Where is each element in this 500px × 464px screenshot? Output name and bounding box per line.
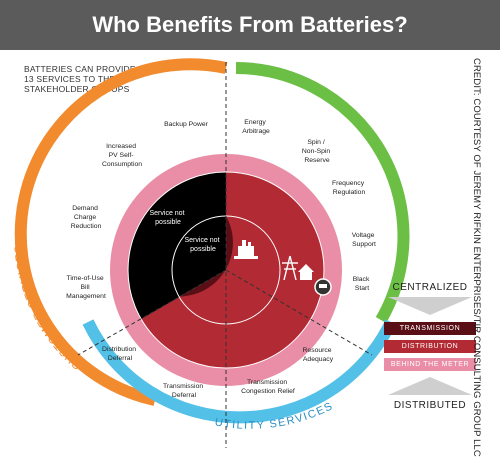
transmission-deferral-label: Transmission Deferral	[163, 383, 205, 399]
customer-services-arc	[14, 58, 228, 406]
transmission-core	[179, 216, 233, 297]
iso-rto-services-arc	[235, 62, 410, 323]
not-possible-label-inner: Service not possible	[185, 237, 222, 253]
inner-not-possible-area	[172, 216, 226, 297]
transmission-congestion-relief-label: Transmission Congestion Relief	[241, 379, 295, 395]
utility-services-arc	[82, 319, 397, 424]
legend-transmission: TRANSMISSION	[384, 322, 476, 335]
demand-charge-reduction-label: Demand Charge Reduction	[71, 205, 102, 230]
meter-icon	[314, 278, 332, 296]
distribution-sector	[141, 171, 325, 368]
title-bar: Who Benefits From Batteries?	[0, 0, 500, 50]
voltage-support-label: Voltage Support	[352, 232, 377, 248]
resource-adequacy-label: Resource Adequacy	[303, 347, 334, 363]
legend-distributed-label: DISTRIBUTED	[393, 400, 467, 411]
battery-plant-icon	[234, 240, 258, 259]
frequency-regulation-label: Frequency Regulation	[332, 180, 366, 196]
legend-up-arrow-bottom	[388, 377, 472, 395]
transmission-tower-icon	[282, 255, 298, 281]
spin-reserve-label: Spin / Non-Spin Reserve	[302, 139, 332, 164]
backup-power-label: Backup Power	[164, 121, 209, 128]
image-credit: CREDIT: COURTESY OF JEREMY RIFKIN ENTERP…	[471, 58, 482, 457]
legend-centralized-label: CENTRALIZED	[392, 282, 468, 293]
legend-behind-the-meter: BEHIND THE METER	[384, 358, 476, 371]
house-icon	[298, 264, 314, 280]
legend: CENTRALIZED TRANSMISSION DISTRIBUTION BE…	[382, 282, 478, 412]
energy-arbitrage-label: Energy Arbitrage	[242, 119, 270, 135]
intro-text: BATTERIES CAN PROVIDE UP TO 13 SERVICES …	[24, 64, 165, 94]
pv-self-consumption-label: Increased PV Self- Consumption	[102, 143, 142, 168]
legend-down-arrow-top	[388, 297, 472, 315]
distribution-deferral-label: Distribution Deferral	[102, 346, 138, 362]
middle-circle-outline	[127, 171, 325, 369]
tou-bill-management-label: Time-of-Use Bill Management	[66, 275, 106, 300]
divider-lines	[77, 62, 373, 448]
black-start-label: Black Start	[353, 276, 372, 292]
legend-distribution: DISTRIBUTION	[384, 340, 476, 353]
not-possible-label-outer: Service not possible	[150, 210, 187, 226]
page-title: Who Benefits From Batteries?	[92, 12, 408, 37]
